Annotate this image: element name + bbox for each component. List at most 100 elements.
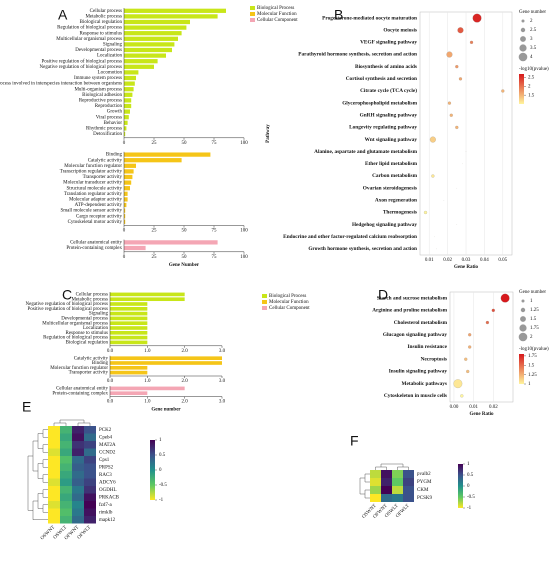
panel-label: C: [62, 287, 72, 303]
category-label: Negative regulation of biological proces…: [26, 302, 109, 307]
heatmap-cell: [60, 426, 72, 434]
color-bar-label: 0: [159, 468, 162, 473]
heatmap-cell: [403, 478, 414, 486]
dot: [455, 65, 459, 69]
pathway-label: Hedgehog signaling pathway: [352, 222, 417, 228]
heatmap-cell: [60, 433, 72, 441]
bar: [110, 365, 148, 370]
category-label: Cellular process: [90, 9, 122, 14]
heatmap-cell: [60, 508, 72, 516]
color-bar: [150, 440, 155, 500]
category-label: Positive regulation of biological proces…: [27, 307, 108, 312]
category-label: Molecular function regulator: [50, 366, 108, 371]
heatmap-cell: [84, 426, 96, 434]
x-tick-label: 0.03: [462, 258, 471, 263]
row-label: CCND2: [99, 450, 116, 455]
color-bar-label: 0.5: [159, 453, 166, 458]
bar: [124, 115, 129, 120]
x-axis-title: Gene Ratio: [469, 412, 494, 417]
x-tick-label: 3.0: [219, 379, 226, 384]
dot: [466, 369, 470, 374]
color-legend-title: -log10(pvalue): [519, 347, 549, 352]
dot: [457, 27, 464, 34]
dot: [446, 51, 453, 58]
bar: [124, 208, 126, 213]
category-label: Catalytic activity: [74, 356, 109, 361]
heatmap-cell: [403, 486, 414, 494]
size-legend-label: 2: [530, 19, 533, 24]
category-label: ATP-dependent activity: [75, 203, 123, 208]
bar: [124, 42, 175, 47]
color-bar-label: -1: [159, 498, 164, 503]
pathway-label: Wnt signaling pathway: [365, 137, 418, 143]
column-label: OFWLT: [77, 525, 92, 540]
heatmap-cell: [72, 463, 84, 471]
category-label: Structural molecule activity: [66, 186, 122, 191]
x-tick-label: 1.0: [144, 379, 151, 384]
heatmap-cell: [48, 486, 60, 494]
row-label: PRKACB: [99, 495, 120, 500]
pathway-label: Thermogenesis: [383, 210, 417, 216]
heatmap-cell: [60, 441, 72, 449]
dot: [468, 333, 472, 337]
x-tick-label: 0.04: [480, 258, 489, 263]
heatmap-cell: [48, 478, 60, 486]
bar: [110, 292, 185, 297]
bar: [110, 335, 148, 340]
heatmap-cell: [72, 478, 84, 486]
color-bar: [458, 464, 463, 508]
bar: [110, 302, 148, 306]
heatmap-cell: [381, 494, 392, 502]
heatmap-cell: [72, 456, 84, 464]
category-label: Metabolic process: [85, 15, 122, 20]
category-label: Translation regulator activity: [64, 192, 123, 197]
bar: [124, 103, 132, 109]
color-bar-label: 1.5: [528, 363, 535, 368]
category-label: Reproductive process: [79, 99, 122, 104]
bar: [124, 59, 158, 64]
x-axis-title: Gene number: [151, 408, 181, 413]
pathway-label: Biosynthesis of amino acids: [355, 64, 417, 70]
x-tick-label: 1.0: [144, 400, 151, 405]
color-legend-title: -log10(pvalue): [519, 67, 549, 72]
heatmap-cell: [84, 456, 96, 464]
bar: [124, 75, 136, 81]
color-bar: [519, 354, 524, 384]
pathway-label: Starch and sucrose metabolism: [377, 295, 448, 301]
bar: [124, 98, 132, 103]
pathway-label: Arginine and proline metabolism: [372, 308, 447, 314]
x-tick-label: 0.01: [469, 405, 478, 410]
row-label: RAC3: [99, 473, 112, 478]
bar: [124, 126, 127, 131]
category-label: Molecular adaptor activity: [69, 198, 123, 203]
bar: [124, 245, 146, 251]
bar: [124, 87, 134, 92]
x-tick-label: 50: [182, 229, 188, 234]
dot: [429, 136, 436, 143]
x-tick-label: 50: [182, 255, 188, 260]
category-label: Response to stimulus: [79, 31, 122, 36]
heatmap-cell: [48, 516, 60, 524]
heatmap-cell: [84, 433, 96, 441]
heatmap-cell: [72, 508, 84, 516]
y-axis-title: Pathway: [266, 124, 271, 143]
x-tick-label: 100: [240, 141, 248, 146]
x-tick-label: 0.00: [450, 405, 459, 410]
color-bar-label: 1: [467, 462, 470, 467]
heatmap-cell: [72, 501, 84, 509]
dot: [472, 13, 482, 23]
size-legend-label: 1.5: [530, 317, 537, 322]
category-label: Multicellular organismal process: [42, 321, 108, 326]
row-label: PYGM: [417, 480, 432, 485]
category-label: Multi-organism process: [74, 87, 122, 92]
pathway-label: Oocyte meiosis: [383, 27, 417, 33]
x-tick-label: 0: [123, 229, 126, 234]
x-tick-label: 25: [152, 229, 158, 234]
dot: [469, 40, 474, 44]
pathway-label: GnRH signaling pathway: [360, 112, 418, 118]
bar: [124, 169, 134, 174]
category-label: Cargo receptor activity: [76, 214, 123, 219]
category-label: Catalytic activity: [88, 158, 123, 163]
heatmap-cell: [381, 486, 392, 494]
dot: [468, 345, 472, 349]
